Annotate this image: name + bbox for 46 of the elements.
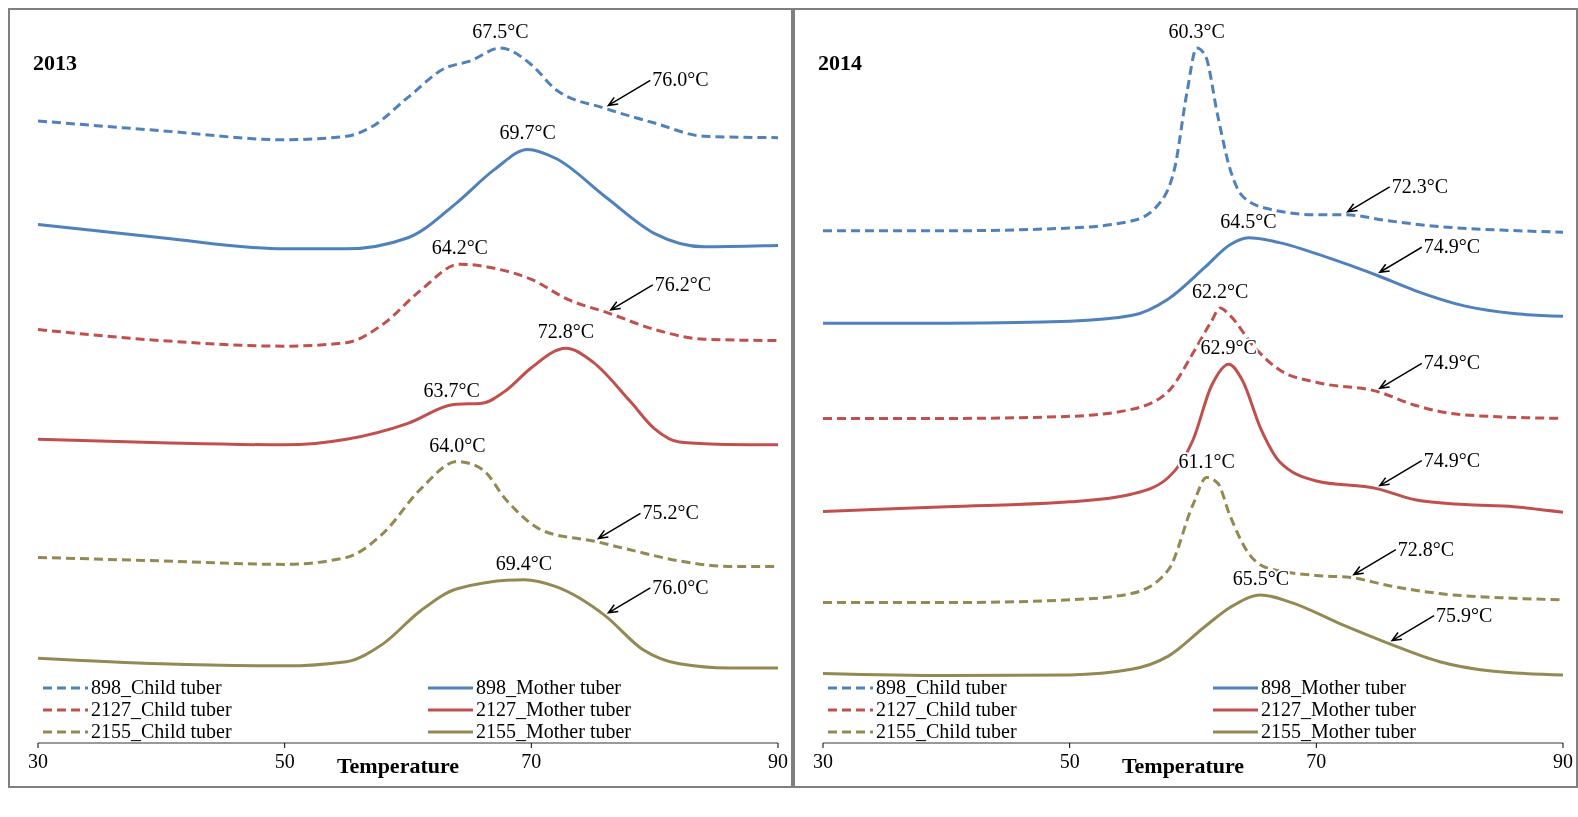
annotation: 69.4°C [495, 551, 553, 574]
legend-label: 2127_Child tuber [876, 698, 1017, 720]
annotation: 76.0°C [652, 575, 709, 598]
annotation: 64.0°C [429, 433, 486, 456]
legend-label: 2127_Mother tuber [1261, 698, 1417, 720]
annotation: 74.9°C [1423, 235, 1481, 258]
legend-label: 2155_Child tuber [91, 720, 232, 742]
legend-label: 2155_Mother tuber [476, 720, 632, 742]
legend-label: 2127_Child tuber [91, 698, 232, 720]
chart-title: 2014 [818, 50, 862, 75]
x-axis-title: Temperature [1121, 753, 1245, 778]
legend-label: 2155_Mother tuber [1261, 720, 1417, 742]
annotation: 75.2°C [642, 501, 699, 524]
legend-label: 2155_Child tuber [876, 720, 1017, 742]
annotation: 62.9°C [1200, 336, 1257, 359]
annotation: 64.2°C [431, 236, 488, 259]
annotation: 67.5°C [472, 20, 529, 42]
chart-title: 2013 [33, 50, 77, 75]
x-axis-title: Temperature [336, 753, 460, 778]
annotation: 75.9°C [1436, 603, 1493, 626]
annotation: 76.2°C [654, 272, 712, 295]
x-tick-label: 90 [768, 750, 788, 772]
legend-label: 898_Child tuber [876, 676, 1007, 698]
legend-label: 898_Mother tuber [1261, 676, 1407, 698]
annotation: 74.9°C [1423, 448, 1481, 471]
legend-label: 898_Child tuber [91, 676, 222, 698]
annotation: 62.2°C [1191, 279, 1249, 302]
x-tick-label: 30 [813, 750, 833, 772]
annotation: 60.3°C [1168, 20, 1225, 42]
x-tick-label: 70 [521, 750, 542, 772]
annotation: 74.9°C [1423, 351, 1481, 374]
annotation: 72.3°C [1391, 174, 1449, 197]
annotation: 72.8°C [537, 320, 595, 343]
x-tick-label: 50 [1059, 750, 1080, 772]
annotation: 63.7°C [423, 378, 480, 401]
annotation: 69.7°C [499, 121, 556, 144]
x-tick-label: 50 [274, 750, 295, 772]
annotation: 64.5°C [1220, 209, 1277, 232]
legend-label: 898_Mother tuber [476, 676, 622, 698]
x-tick-label: 30 [28, 750, 48, 772]
annotation: 65.5°C [1232, 566, 1290, 589]
annotation: 76.0°C [652, 68, 709, 91]
annotation: 72.8°C [1397, 537, 1455, 560]
legend-label: 2127_Mother tuber [476, 698, 632, 720]
x-tick-label: 90 [1553, 750, 1573, 772]
x-tick-label: 70 [1306, 750, 1327, 772]
